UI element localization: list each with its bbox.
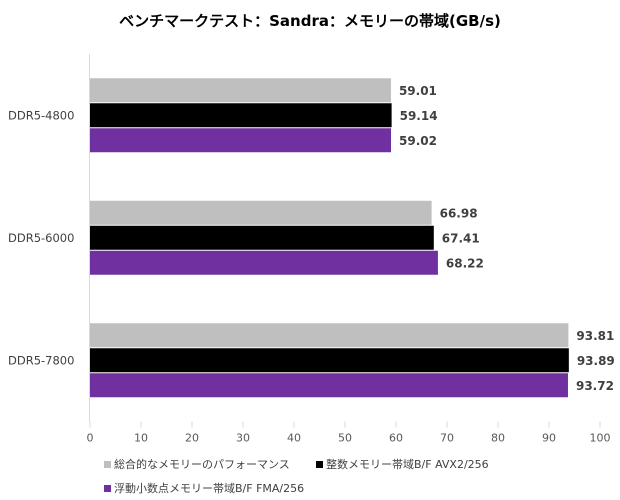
bar bbox=[90, 348, 569, 373]
bar bbox=[90, 250, 438, 275]
legend-label: 浮動小数点メモリー帯域B/F FMA/256 bbox=[114, 482, 305, 495]
bar bbox=[90, 323, 569, 348]
legend-swatch bbox=[104, 484, 111, 492]
legend-label: 総合的なメモリーのパフォーマンス bbox=[114, 458, 290, 471]
bar bbox=[90, 225, 434, 250]
chart-title: ベンチマークテスト：Sandra：メモリーの帯域(GB/s) bbox=[119, 12, 501, 30]
legend-item-0: 総合的なメモリーのパフォーマンス bbox=[104, 456, 290, 472]
category-label: DDR5-7800 bbox=[8, 353, 74, 367]
legend-label: 整数メモリー帯域B/F AVX2/256 bbox=[326, 458, 489, 471]
x-tick-label: 70 bbox=[440, 432, 454, 445]
data-label: 67.41 bbox=[442, 231, 480, 245]
category-label: DDR5-4800 bbox=[8, 108, 74, 122]
bar bbox=[90, 373, 568, 398]
x-tick-label: 30 bbox=[236, 432, 250, 445]
x-tick-label: 50 bbox=[338, 432, 352, 445]
x-tick-label: 90 bbox=[542, 432, 556, 445]
x-tick-label: 10 bbox=[134, 432, 148, 445]
legend-swatch bbox=[316, 460, 323, 468]
data-label: 66.98 bbox=[440, 206, 478, 220]
bar bbox=[90, 128, 392, 153]
bar bbox=[90, 78, 391, 103]
data-label: 59.14 bbox=[400, 109, 438, 123]
data-label: 93.72 bbox=[576, 379, 614, 393]
data-label: 68.22 bbox=[446, 256, 484, 270]
data-label: 93.81 bbox=[576, 329, 614, 343]
bar bbox=[90, 200, 432, 225]
x-tick-label: 0 bbox=[87, 432, 94, 445]
x-tick-label: 60 bbox=[389, 432, 403, 445]
data-label: 59.02 bbox=[399, 134, 437, 148]
bar bbox=[90, 103, 392, 128]
x-tick-label: 80 bbox=[491, 432, 505, 445]
legend-swatch bbox=[104, 460, 111, 468]
data-label: 59.01 bbox=[399, 84, 437, 98]
data-label: 93.89 bbox=[577, 354, 615, 368]
x-tick-label: 20 bbox=[185, 432, 199, 445]
x-tick-label: 40 bbox=[287, 432, 301, 445]
legend-item-2: 浮動小数点メモリー帯域B/F FMA/256 bbox=[104, 480, 304, 496]
legend-item-1: 整数メモリー帯域B/F AVX2/256 bbox=[316, 456, 489, 472]
category-label: DDR5-6000 bbox=[8, 231, 74, 245]
x-tick-label: 100 bbox=[590, 432, 611, 445]
